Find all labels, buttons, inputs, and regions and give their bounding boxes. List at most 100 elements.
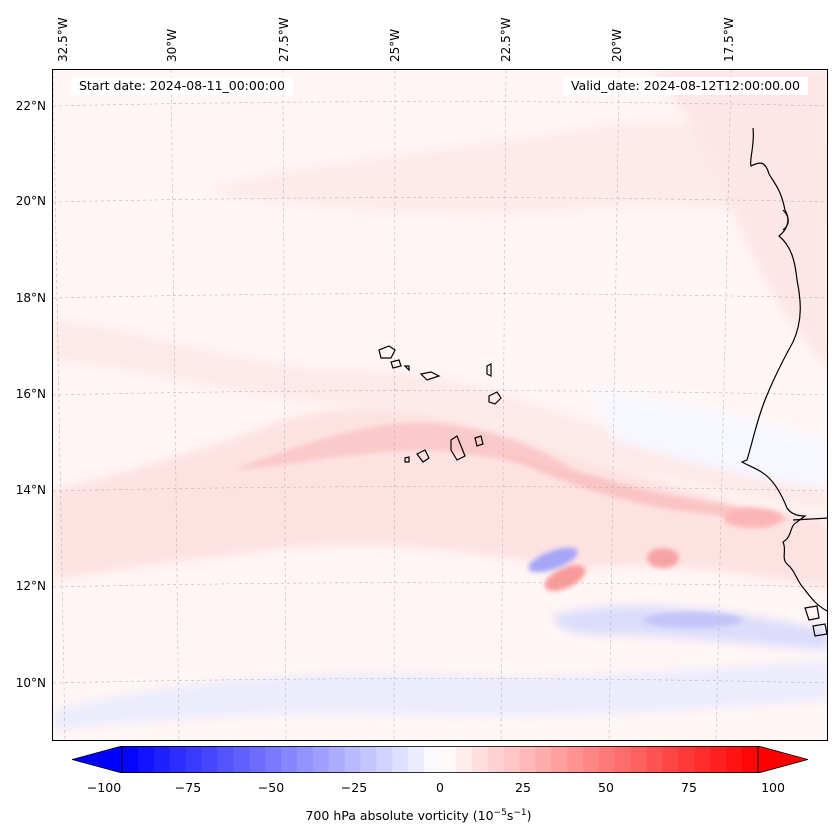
lat-label-16n: 16°N: [15, 387, 46, 401]
colorbar-cell: [535, 746, 552, 773]
lon-label-30w: 30°W: [165, 28, 179, 62]
colorbar: [72, 746, 808, 773]
coast-inlet-north: [782, 209, 789, 231]
colorbar-tick-label: −25: [340, 780, 368, 795]
colorbar-cell: [169, 746, 187, 773]
valid-date-label: Valid_date: 2024-08-12T12:00:00.00: [562, 77, 808, 95]
colorbar-label-close: ): [526, 808, 532, 824]
colorbar-cell: [153, 746, 171, 773]
fogo-island: [416, 449, 430, 463]
positive-core-east: [723, 508, 783, 528]
colorbar-cell: [614, 746, 632, 773]
vorticity-field: [53, 70, 827, 730]
start-date-label: Start date: 2024-08-11_00:00:00: [71, 77, 293, 95]
meridian: [715, 70, 732, 740]
colorbar-cell: [551, 746, 568, 773]
colorbar-label-units: (10: [472, 808, 494, 824]
colorbar-cell: [710, 746, 727, 773]
colorbar-tick-label: 0: [436, 780, 444, 795]
colorbar-cell: [249, 746, 266, 773]
colorbar-label-text: 700 hPa absolute vorticity: [305, 808, 469, 824]
colorbar-cell: [503, 746, 521, 773]
lat-label-14n: 14°N: [15, 483, 46, 497]
colorbar-cell: [185, 746, 203, 773]
colorbar-cell: [122, 746, 139, 773]
colorbar-extend-high: [757, 746, 808, 773]
colorbar-cell: [424, 746, 441, 773]
graticule: [53, 70, 827, 740]
lat-label-20n: 20°N: [15, 194, 46, 208]
vorticity-map: [53, 70, 827, 740]
negative-core: [528, 547, 578, 573]
santa-luzia-island: [403, 365, 410, 372]
colorbar-extend-low: [72, 746, 123, 773]
colorbar-cell: [344, 746, 362, 773]
maio-island: [474, 435, 484, 447]
colorbar-cell: [440, 746, 457, 773]
lon-label-22-5w: 22.5°W: [499, 17, 513, 62]
colorbar-cell: [376, 746, 393, 773]
santo-antao-island: [378, 345, 396, 359]
lon-label-27-5w: 27.5°W: [277, 17, 291, 62]
sal-island: [486, 363, 492, 377]
meridian: [170, 70, 180, 740]
meridian: [393, 70, 396, 740]
positive-band-north: [53, 320, 827, 510]
lon-label-20w: 20°W: [610, 28, 624, 62]
coastlines: [378, 127, 827, 637]
colorbar-cell: [583, 746, 600, 773]
colorbar-cell: [726, 746, 743, 773]
colorbar-cell: [678, 746, 695, 773]
bissagos-island: [804, 605, 820, 621]
colorbar-cell: [201, 746, 218, 773]
colorbar-cell: [328, 746, 346, 773]
coast-gambia: [792, 517, 827, 521]
boa-vista-island: [488, 391, 502, 405]
positive-core-center: [647, 548, 679, 568]
meridian: [53, 70, 66, 740]
colorbar-tick-label: 100: [761, 780, 785, 795]
positive-band-upper: [203, 121, 827, 220]
bissagos-island-2: [812, 623, 827, 637]
colorbar-cell: [296, 746, 314, 773]
colorbar-label-mid: s: [506, 808, 514, 824]
lat-label-22n: 22°N: [15, 99, 46, 113]
positive-core-west: [544, 565, 586, 591]
colorbar-outline: [121, 746, 759, 773]
lon-label-25w: 25°W: [388, 28, 402, 62]
santiago-island: [450, 435, 466, 461]
meridian: [282, 70, 287, 740]
lon-label-32-5w: 32.5°W: [56, 17, 70, 62]
colorbar-tick-label: 25: [515, 780, 531, 795]
colorbar-cell: [312, 746, 330, 773]
colorbar-cell: [630, 746, 648, 773]
colorbar-cell: [233, 746, 250, 773]
sao-vicente-island: [390, 359, 402, 369]
africa-coast: [740, 127, 827, 612]
lat-label-18n: 18°N: [15, 291, 46, 305]
colorbar-cell: [455, 746, 473, 773]
brava-island: [404, 456, 410, 463]
colorbar-tick-label: −100: [86, 780, 122, 795]
colorbar-cell: [408, 746, 425, 773]
colorbar-cell: [646, 746, 664, 773]
positive-band-coast: [653, 70, 827, 368]
meridian: [608, 70, 620, 740]
colorbar-cell: [662, 746, 680, 773]
colorbar-cell: [217, 746, 234, 773]
colorbar-tick-label: −50: [257, 780, 285, 795]
colorbar-cell: [281, 746, 298, 773]
lon-label-17-5w: 17.5°W: [722, 17, 736, 62]
colorbar-cell: [265, 746, 282, 773]
map-panel: [52, 69, 828, 741]
colorbar-cell: [519, 746, 536, 773]
lat-label-12n: 12°N: [15, 579, 46, 593]
colorbar-cell: [392, 746, 409, 773]
colorbar-tick-label: 50: [598, 780, 614, 795]
colorbar-cell: [471, 746, 489, 773]
parallel: [53, 582, 827, 588]
colorbar-tick-label: 75: [681, 780, 697, 795]
colorbar-cell: [487, 746, 505, 773]
colorbar-cell: [360, 746, 377, 773]
negative-band-bottom: [53, 660, 827, 730]
